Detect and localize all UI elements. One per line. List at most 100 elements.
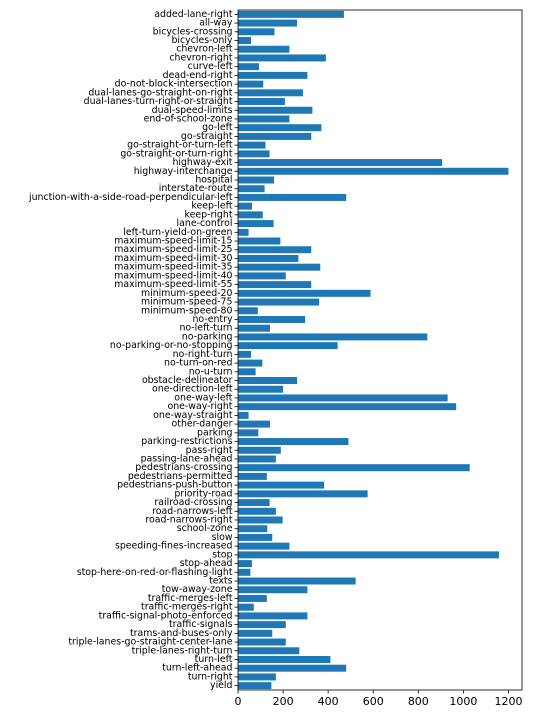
bar-road-narrows-left bbox=[238, 507, 276, 515]
y-tick-label: no-entry bbox=[192, 314, 232, 325]
y-tick-label: one-way-right bbox=[167, 401, 232, 412]
bar-traffic-signals bbox=[238, 621, 286, 629]
y-tick-label: stop-here-on-red-or-flashing-light bbox=[77, 567, 233, 578]
y-tick-label: parking bbox=[197, 427, 233, 438]
bar-bicycles-crossing bbox=[238, 28, 275, 36]
y-tick-label: minimum-speed-75 bbox=[141, 297, 233, 308]
bar-no-u-turn bbox=[238, 368, 256, 376]
bar-traffic-signal-photo-enforced bbox=[238, 612, 308, 620]
y-tick-label: pedestrians-crossing bbox=[135, 462, 232, 473]
y-tick-label: all-way bbox=[199, 18, 233, 29]
bar-go-left bbox=[238, 124, 322, 132]
bar-obstacle-delineator bbox=[238, 377, 298, 384]
bar-traffic-merges-left bbox=[238, 594, 267, 602]
y-tick-label: dual-lanes-turn-right-or-straight bbox=[84, 96, 233, 107]
y-tick-label: turn-left-ahead bbox=[162, 663, 232, 674]
y-tick-label: added-lane-right bbox=[154, 9, 233, 20]
y-tick-label: passing-lane-ahead bbox=[141, 453, 233, 464]
bar-keep-left bbox=[238, 202, 252, 210]
bar-maximum-speed-limit-15 bbox=[238, 237, 281, 245]
bar-maximum-speed-limit-35 bbox=[238, 263, 321, 271]
y-tick-label: maximum-speed-limit-30 bbox=[114, 253, 232, 264]
bar-texts bbox=[238, 577, 356, 585]
bar-turn-right bbox=[238, 673, 276, 681]
bar-highway-interchange bbox=[238, 167, 509, 175]
bar-parking-restrictions bbox=[238, 438, 349, 446]
bar-pass-right bbox=[238, 446, 281, 454]
bar-dead-end-right bbox=[238, 71, 308, 79]
bar-curve-left bbox=[238, 63, 259, 71]
bar-bicycles-only bbox=[238, 37, 252, 44]
bar-no-entry bbox=[238, 316, 306, 323]
x-tick-label: 1200 bbox=[494, 695, 522, 708]
bar-railroad-crossing bbox=[238, 499, 270, 507]
y-tick-label: no-u-turn bbox=[189, 366, 233, 377]
bar-no-left-turn bbox=[238, 324, 271, 332]
bar-one-way-left bbox=[238, 394, 448, 402]
y-tick-label: curve-left bbox=[188, 61, 233, 72]
y-tick-label: maximum-speed-limit-40 bbox=[114, 270, 232, 281]
y-tick-label: minimum-speed-20 bbox=[141, 288, 233, 299]
y-tick-label: maximum-speed-limit-15 bbox=[114, 236, 232, 247]
y-tick-label: highway-exit bbox=[172, 157, 232, 168]
bar-trams-and-buses-only bbox=[238, 629, 273, 637]
y-tick-label: stop-ahead bbox=[180, 558, 233, 569]
bar-added-lane-right bbox=[238, 10, 344, 18]
y-tick-label: traffic-signal-photo-enforced bbox=[99, 610, 233, 621]
bar-dual-lanes-go-straight-on-right bbox=[238, 89, 303, 97]
bar-chevron-left bbox=[238, 45, 290, 53]
y-tick-label: texts bbox=[209, 576, 233, 587]
bar-go-straight bbox=[238, 132, 312, 140]
bar-parking bbox=[238, 429, 259, 437]
x-tick-label: 200 bbox=[273, 695, 294, 708]
bar-all-way bbox=[238, 19, 298, 27]
bar-slow bbox=[238, 533, 273, 541]
y-tick-label: end-of-school-zone bbox=[144, 113, 233, 124]
bar-other-danger bbox=[238, 420, 271, 428]
y-tick-label: parking-restrictions bbox=[141, 436, 232, 447]
bar-one-direction-left bbox=[238, 385, 284, 393]
bar-junction-with-a-side-road-perpendicular-left bbox=[238, 193, 347, 201]
bar-highway-exit bbox=[238, 159, 442, 167]
y-tick-label: triple-lanes-right-turn bbox=[132, 645, 233, 656]
y-tick-label: no-parking bbox=[182, 331, 233, 342]
axes-frame bbox=[237, 9, 523, 691]
bar-turn-left bbox=[238, 656, 331, 663]
y-tick-label: interstate-route bbox=[159, 183, 233, 194]
y-tick-label: go-straight-or-turn-right bbox=[120, 148, 232, 159]
y-tick-label: one-way-left bbox=[174, 392, 233, 403]
bar-stop bbox=[238, 551, 500, 559]
y-tick-label: speeding-fines-increased bbox=[115, 541, 233, 552]
bar-yield bbox=[238, 682, 272, 690]
bar-one-way-straight bbox=[238, 411, 249, 419]
y-tick-label: pass-right bbox=[186, 445, 233, 456]
y-tick-label: do-not-block-intersection bbox=[115, 79, 233, 90]
y-tick-label: chevron-right bbox=[169, 52, 232, 63]
y-tick-label: obstacle-delineator bbox=[142, 375, 233, 386]
y-tick-label: maximum-speed-limit-55 bbox=[114, 279, 232, 290]
bar-maximum-speed-limit-40 bbox=[238, 272, 286, 280]
bar-triple-lanes-go-straight-center-lane bbox=[238, 638, 286, 646]
y-tick-label: go-left bbox=[202, 122, 233, 133]
bar-interstate-route bbox=[238, 185, 265, 193]
bar-pedestrians-crossing bbox=[238, 464, 470, 472]
bar-end-of-school-zone bbox=[238, 115, 290, 123]
bar-hospital bbox=[238, 176, 275, 184]
y-tick-label: no-turn-on-red bbox=[164, 358, 233, 369]
bar-pedestrians-push-button bbox=[238, 481, 325, 489]
y-tick-label: other-danger bbox=[172, 419, 233, 430]
y-tick-label: railroad-crossing bbox=[154, 497, 232, 508]
x-tick-label: 400 bbox=[318, 695, 339, 708]
x-tick-label: 1000 bbox=[449, 695, 477, 708]
bar-do-not-block-intersection bbox=[238, 80, 264, 88]
y-tick-label: pedestrians-permitted bbox=[128, 471, 233, 482]
y-tick-label: no-parking-or-no-stopping bbox=[110, 340, 233, 351]
y-tick-label: highway-interchange bbox=[134, 166, 233, 177]
y-tick-label: stop bbox=[212, 549, 232, 560]
y-tick-label: turn-left bbox=[195, 654, 233, 665]
bar-stop-here-on-red-or-flashing-light bbox=[238, 568, 251, 576]
x-tick-label: 0 bbox=[235, 695, 242, 708]
bar-dual-lanes-turn-right-or-straight bbox=[238, 98, 285, 106]
y-tick-label: junction-with-a-side-road-perpendicular-… bbox=[28, 192, 233, 203]
bar-minimum-speed-20 bbox=[238, 289, 371, 297]
